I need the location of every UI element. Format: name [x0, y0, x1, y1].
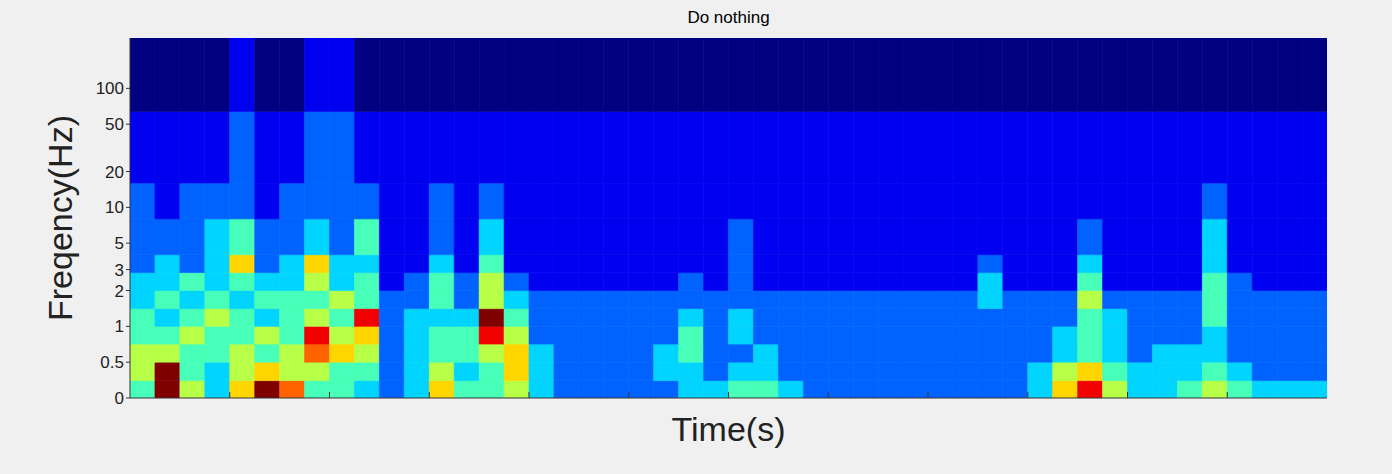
html-text:Time(s): Time(s) [671, 410, 786, 448]
html-text:Do nothing: Do nothing [687, 8, 770, 27]
svg-text:5: 5 [115, 234, 124, 253]
svg-text:3: 3 [115, 261, 124, 280]
svg-text:20: 20 [105, 163, 124, 182]
svg-text:0: 0 [115, 389, 124, 408]
svg-text:2: 2 [115, 282, 124, 301]
svg-text:100: 100 [96, 79, 124, 98]
svg-text:50: 50 [105, 115, 124, 134]
svg-text:10: 10 [105, 198, 124, 217]
svg-text:1: 1 [115, 317, 124, 336]
html-text:Freqency(Hz): Freqency(Hz) [40, 115, 79, 321]
svg-text:0.5: 0.5 [100, 353, 124, 372]
